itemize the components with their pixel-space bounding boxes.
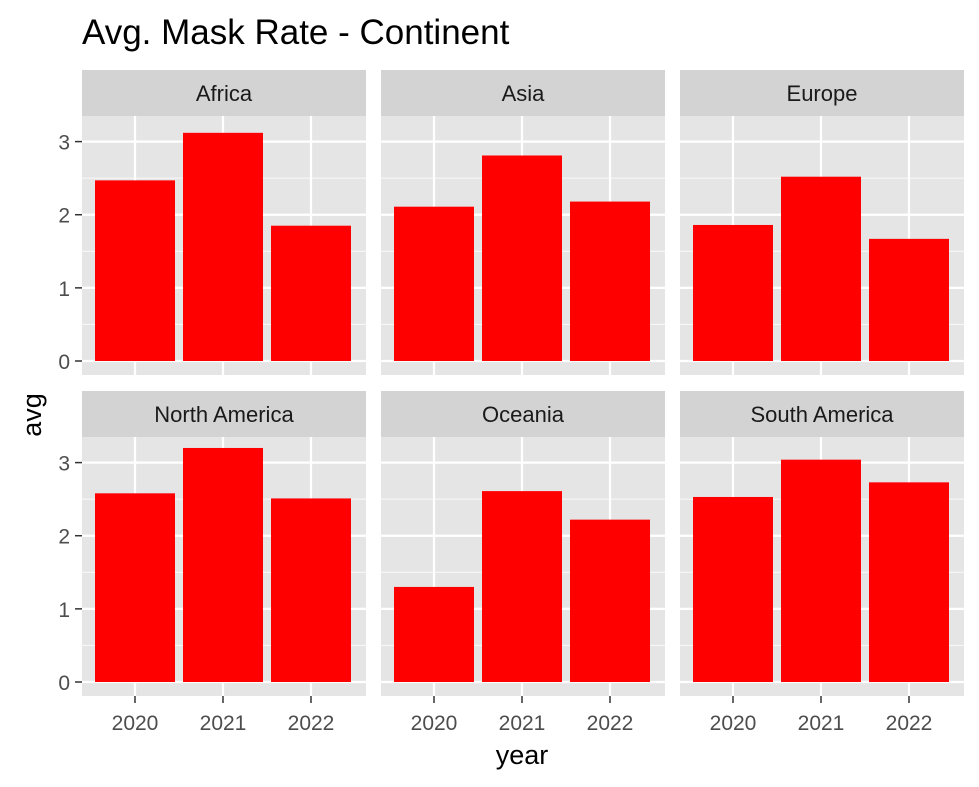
bar-asia-2020 <box>394 206 474 361</box>
bar-north-america-2021 <box>183 447 263 682</box>
facet-panel: Europe <box>680 70 964 375</box>
bar-south-america-2020 <box>693 496 773 682</box>
bar-asia-2021 <box>482 155 562 361</box>
x-tick-label: 2022 <box>587 712 634 735</box>
bar-asia-2022 <box>570 201 650 361</box>
facet-panel: South America 2020 2021 2022 <box>680 391 964 735</box>
facet-strip-label: North America <box>154 402 294 427</box>
x-tick-label: 2020 <box>112 712 159 735</box>
x-tick-label: 2021 <box>200 712 247 735</box>
facet-strip-label: Asia <box>502 81 546 106</box>
y-axis-title: avg <box>17 393 47 437</box>
chart-title: Avg. Mask Rate - Continent <box>82 13 510 52</box>
bar-north-america-2022 <box>271 498 351 682</box>
y-tick-label: 0 <box>58 672 70 695</box>
y-tick-label: 1 <box>58 599 70 622</box>
bar-europe-2021 <box>781 176 861 361</box>
facet-panel: Oceania 2020 2021 2022 <box>381 391 665 735</box>
facet-strip-label: Oceania <box>482 402 565 427</box>
y-tick-label: 3 <box>58 453 70 476</box>
facet-panel: Africa 0 1 2 3 <box>58 70 366 375</box>
x-tick-label: 2022 <box>288 712 335 735</box>
facet-strip <box>680 70 964 116</box>
x-tick-label: 2022 <box>886 712 933 735</box>
bar-oceania-2021 <box>482 491 562 682</box>
bar-africa-2021 <box>183 132 263 361</box>
y-tick-label: 0 <box>58 351 70 374</box>
facet-panel: North America 0 1 2 3 2020 2021 2022 <box>58 391 366 735</box>
facet-strip <box>680 391 964 437</box>
bar-south-america-2022 <box>869 482 949 682</box>
y-tick-label: 1 <box>58 278 70 301</box>
bar-europe-2022 <box>869 238 949 361</box>
facet-strip <box>82 70 366 116</box>
facet-strip-label: South America <box>750 402 894 427</box>
x-tick-label: 2020 <box>710 712 757 735</box>
facet-strip <box>82 391 366 437</box>
bar-oceania-2020 <box>394 586 474 682</box>
facet-strip-label: Europe <box>787 81 858 106</box>
x-tick-label: 2020 <box>411 712 458 735</box>
y-tick-label: 2 <box>58 205 70 228</box>
y-tick-label: 2 <box>58 526 70 549</box>
bar-europe-2020 <box>693 224 773 361</box>
bar-north-america-2020 <box>95 493 175 682</box>
facet-panel: Asia <box>381 70 665 375</box>
facet-strip <box>381 391 665 437</box>
x-tick-label: 2021 <box>798 712 845 735</box>
facet-panels: Africa 0 1 2 3 Asia Europe North America 0 1 2 3 202… <box>58 70 964 735</box>
x-tick-label: 2021 <box>499 712 546 735</box>
bar-south-america-2021 <box>781 459 861 682</box>
facet-strip-label: Africa <box>196 81 253 106</box>
bar-africa-2020 <box>95 180 175 361</box>
facet-strip <box>381 70 665 116</box>
bar-oceania-2022 <box>570 519 650 682</box>
x-axis-title: year <box>496 740 549 770</box>
bar-africa-2022 <box>271 225 351 361</box>
y-tick-label: 3 <box>58 132 70 155</box>
